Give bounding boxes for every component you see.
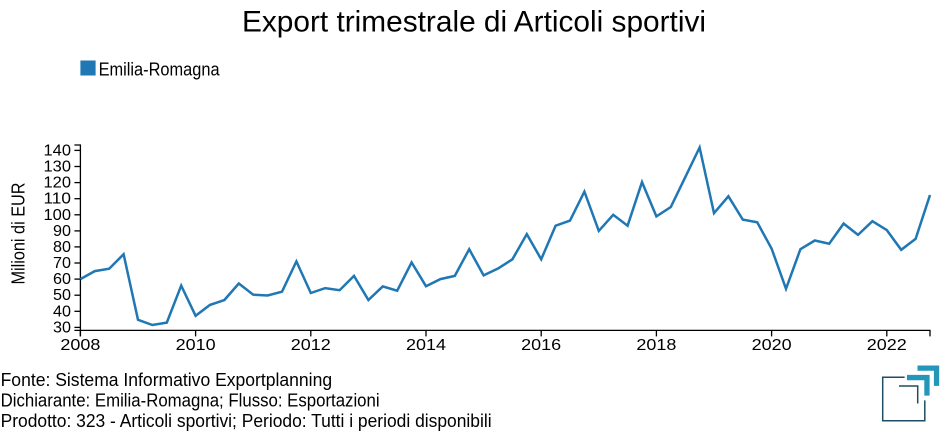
svg-text:2010: 2010: [176, 337, 216, 354]
svg-text:140: 140: [44, 142, 72, 159]
svg-text:30: 30: [53, 319, 71, 336]
svg-text:2020: 2020: [752, 337, 792, 354]
svg-text:40: 40: [53, 303, 71, 320]
svg-text:80: 80: [53, 239, 71, 256]
svg-text:Emilia-Romagna: Emilia-Romagna: [99, 58, 221, 79]
svg-text:2018: 2018: [636, 337, 676, 354]
svg-text:110: 110: [44, 191, 72, 208]
svg-text:90: 90: [53, 223, 71, 240]
svg-text:130: 130: [44, 159, 72, 176]
svg-text:50: 50: [53, 287, 71, 304]
svg-text:Fonte: Sistema Informativo Exp: Fonte: Sistema Informativo Exportplannin…: [1, 369, 333, 390]
svg-text:2012: 2012: [291, 337, 331, 354]
svg-text:2022: 2022: [867, 337, 907, 354]
svg-text:Dichiarante: Emilia-Romagna; F: Dichiarante: Emilia-Romagna; Flusso: Esp…: [1, 389, 380, 410]
svg-text:Prodotto: 323 - Articoli sport: Prodotto: 323 - Articoli sportivi; Perio…: [1, 410, 492, 431]
svg-text:70: 70: [53, 255, 71, 272]
svg-text:60: 60: [53, 271, 71, 288]
svg-text:2016: 2016: [521, 337, 561, 354]
svg-text:120: 120: [44, 175, 72, 192]
svg-text:Milioni di EUR: Milioni di EUR: [8, 183, 29, 285]
svg-text:Export trimestrale di Articoli: Export trimestrale di Articoli sportivi: [242, 6, 706, 39]
svg-text:2008: 2008: [60, 337, 100, 354]
svg-text:100: 100: [44, 207, 72, 224]
svg-text:2014: 2014: [406, 337, 446, 354]
